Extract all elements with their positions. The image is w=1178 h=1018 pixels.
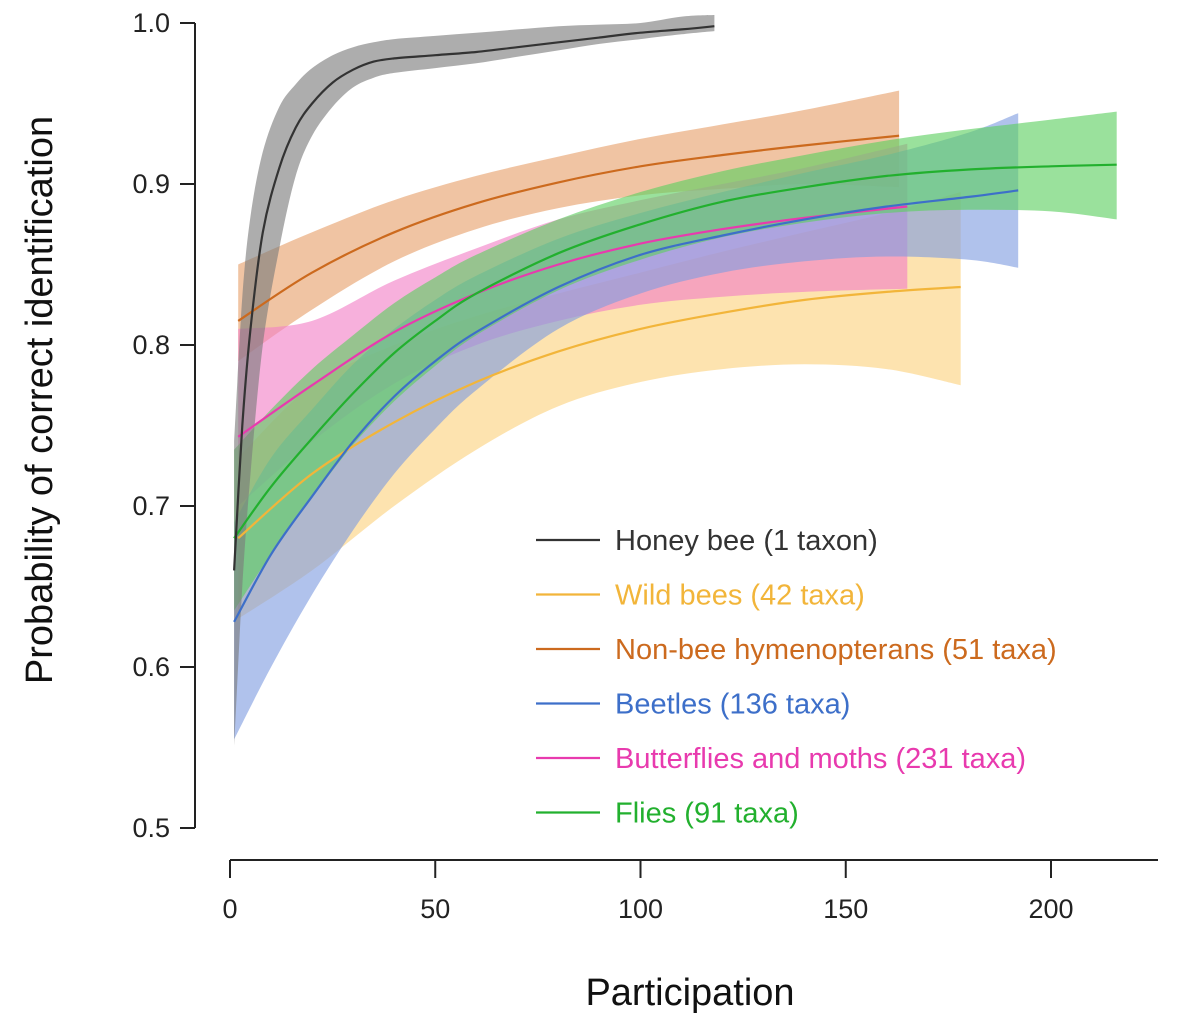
y-axis: 0.5 0.6 0.7 0.8 0.9 1.0 [132,8,196,843]
x-axis-title: Participation [585,972,794,1014]
x-tick-label: 0 [222,894,237,924]
line-beetles [233,189,1019,623]
line-wild [237,285,961,540]
y-tick-label: 0.8 [132,330,170,360]
series-lines [233,25,1117,623]
confidence-bands [234,15,1117,748]
band-wild [238,192,961,619]
line-flies [233,163,1117,539]
x-tick-label: 150 [823,894,868,924]
legend-label-butterflies: Butterflies and moths (231 taxa) [615,743,1026,775]
y-axis-title: Probability of correct identification [19,116,61,684]
x-tick-label: 50 [420,894,450,924]
axes: 0.5 0.6 0.7 0.8 0.9 1.0 0 50 100 150 200 [132,8,1158,924]
x-axis: 0 50 100 150 200 [222,859,1158,924]
line-butterflies [237,205,908,438]
line-honey [233,25,715,571]
legend: Honey bee (1 taxon) Wild bees (42 taxa) No… [536,525,1057,830]
legend-label-flies: Flies (91 taxa) [615,798,799,830]
legend-label-honey: Honey bee (1 taxon) [615,525,878,557]
line-non-bee [237,134,900,322]
legend-label-beetles: Beetles (136 taxa) [615,689,850,721]
y-tick-label: 1.0 [132,8,170,38]
y-tick-label: 0.5 [132,813,170,843]
x-tick-label: 200 [1028,894,1073,924]
y-tick-label: 0.7 [132,491,170,521]
band-non-bee [238,90,900,362]
x-tick-label: 100 [618,894,663,924]
legend-label-wild: Wild bees (42 taxa) [615,580,865,612]
y-tick-label: 0.9 [132,169,170,199]
y-tick-label: 0.6 [132,652,170,682]
band-flies [234,111,1117,611]
legend-label-non-bee: Non-bee hymenopterans (51 taxa) [615,634,1057,666]
